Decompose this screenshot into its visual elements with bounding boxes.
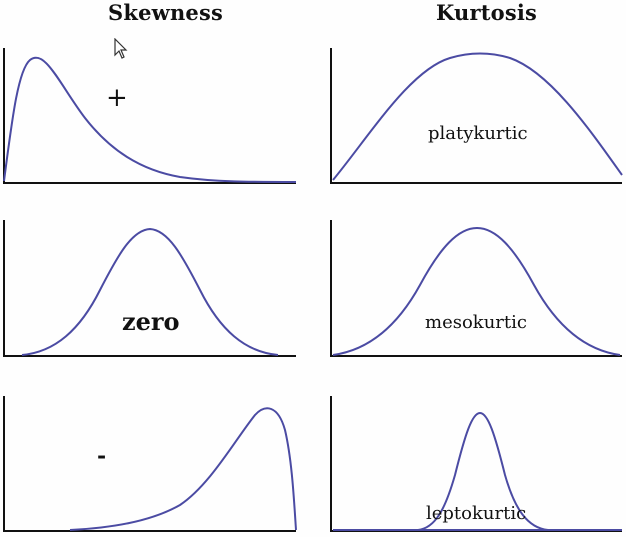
kurt-platy-axes	[330, 48, 622, 184]
panel-skew-zero: zero	[3, 220, 296, 357]
kurt-meso-axes	[330, 220, 622, 357]
panel-skew-positive: +	[3, 48, 297, 184]
skew-zero-curve	[21, 227, 279, 356]
panel-kurt-meso: mesokurtic	[330, 220, 622, 357]
panel-kurt-lepto: leptokurtic	[330, 396, 622, 532]
panel-kurt-platy: platykurtic	[330, 48, 623, 184]
kurtosis-title: Kurtosis	[436, 0, 538, 25]
kurt-meso-curve	[332, 226, 621, 356]
skew-positive-label: +	[106, 83, 128, 113]
skew-negative-label: -	[97, 443, 106, 469]
skew-negative-curve	[69, 407, 297, 531]
skew-zero-axes	[3, 220, 296, 357]
kurt-platy-curve	[332, 52, 623, 181]
skew-negative-axes	[3, 396, 296, 532]
skew-positive-curve	[3, 56, 297, 183]
skew-zero-label: zero	[122, 307, 180, 336]
panel-skew-negative: -	[3, 396, 297, 532]
kurt-platy-label: platykurtic	[428, 123, 528, 144]
kurt-lepto-curve	[417, 411, 549, 531]
arrow-cursor-icon	[114, 38, 128, 59]
skew-positive-axes	[3, 48, 296, 184]
skewness-title: Skewness	[108, 0, 224, 25]
kurt-lepto-label: leptokurtic	[426, 503, 526, 524]
kurt-meso-label: mesokurtic	[425, 312, 527, 333]
